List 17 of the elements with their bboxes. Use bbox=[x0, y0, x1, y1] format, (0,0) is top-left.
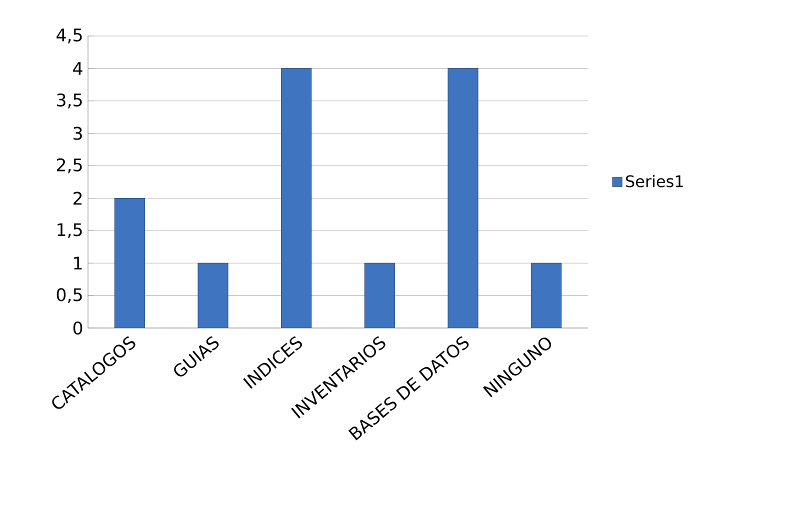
bar bbox=[448, 68, 478, 328]
y-tick-label: 3 bbox=[74, 126, 82, 140]
y-tick-label: 1 bbox=[74, 256, 82, 270]
bar bbox=[281, 68, 312, 328]
bar bbox=[531, 262, 562, 328]
y-tick-label: 4 bbox=[73, 62, 82, 75]
bar bbox=[114, 198, 145, 328]
y-tick-label: 1,5 bbox=[58, 223, 82, 238]
y-tick-label: 3,5 bbox=[57, 93, 82, 108]
bar bbox=[198, 262, 228, 328]
y-tick-label: 0 bbox=[73, 321, 82, 335]
y-tick-label: 0,5 bbox=[56, 288, 82, 303]
legend-label: Series1 bbox=[626, 174, 683, 188]
y-tick-label: 2,5 bbox=[57, 158, 82, 174]
bar bbox=[364, 262, 395, 328]
y-tick-label: 2 bbox=[74, 192, 82, 205]
y-tick-label: 4,5 bbox=[56, 28, 82, 44]
